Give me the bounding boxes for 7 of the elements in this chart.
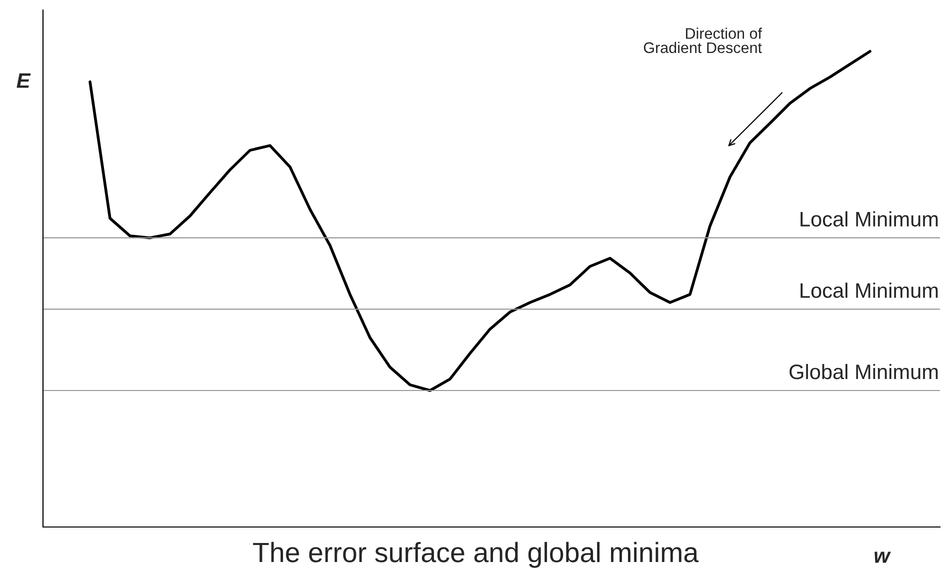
- ref-line-label: Local Minimum: [800, 211, 938, 227]
- text: The error surface and global minima: [253, 542, 699, 568]
- y-axis-title: E: [16, 73, 31, 88]
- ref-line-label: Local Minimum: [800, 282, 938, 298]
- annotation: Direction of Gradient Descent: [644, 28, 762, 54]
- ref-line-label: Global Minimum: [790, 364, 938, 380]
- x-axis-title: w: [874, 552, 891, 563]
